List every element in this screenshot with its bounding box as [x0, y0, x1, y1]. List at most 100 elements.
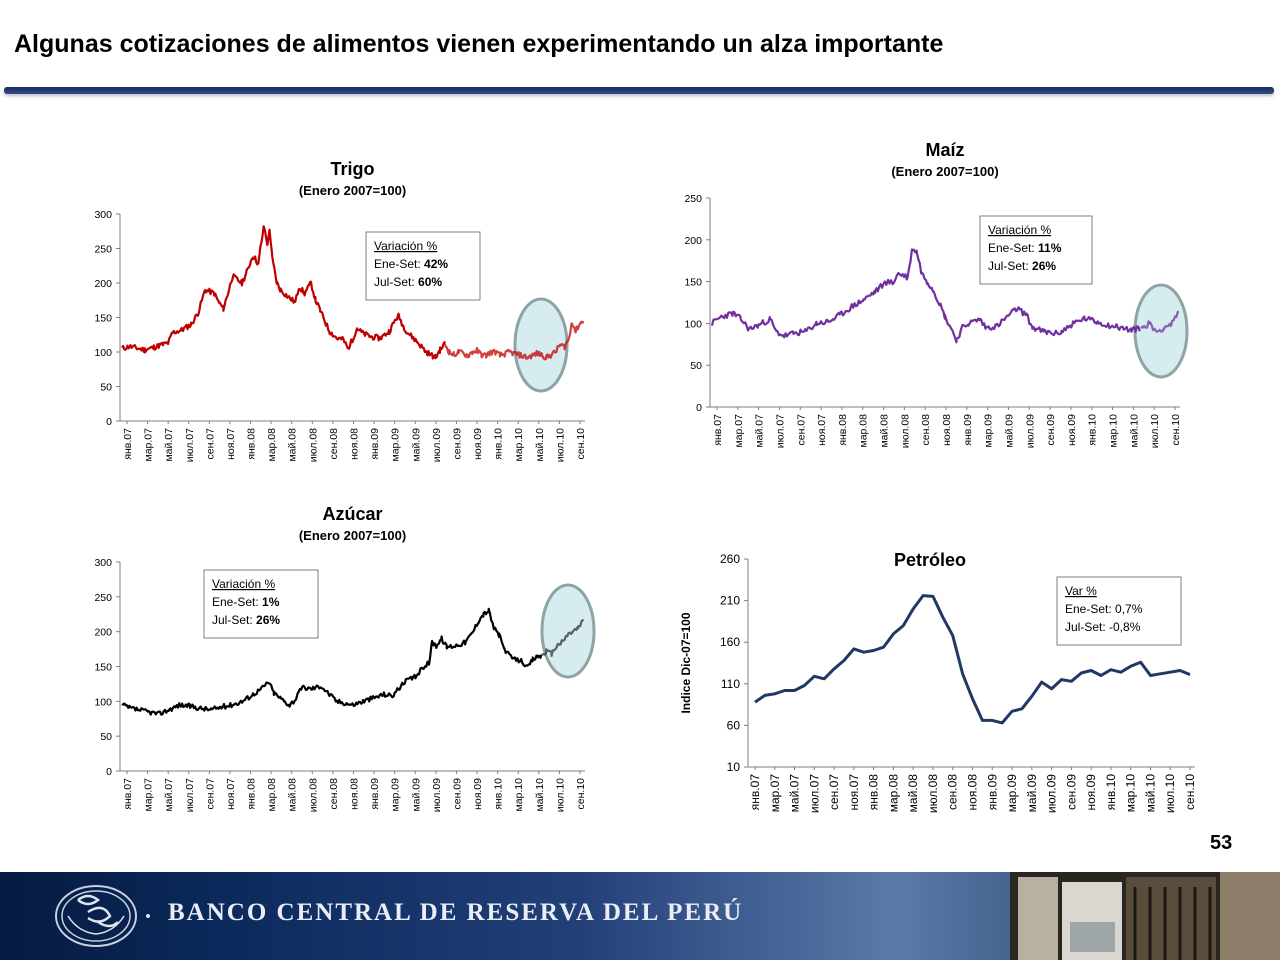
annotation-title: Variación % — [212, 577, 275, 591]
annotation-line-1: Ene-Set: 1% — [212, 595, 280, 609]
x-tick-label: май.08 — [287, 428, 299, 462]
x-tick-label: сен.09 — [451, 778, 463, 810]
y-tick-label: 300 — [94, 209, 112, 221]
x-tick-label: июл.08 — [307, 778, 319, 812]
x-tick-label: май.10 — [1143, 774, 1157, 813]
annotation-line-1: Ene-Set: 0,7% — [1065, 602, 1143, 616]
annotation-line-2: Jul-Set: 60% — [374, 275, 442, 289]
series-line-highlight — [443, 320, 585, 361]
x-tick-label: мар.08 — [266, 428, 278, 462]
y-axis-title: Indice Dic-07=100 — [679, 612, 693, 713]
x-tick-label: май.09 — [1003, 414, 1015, 448]
x-tick-label: июл.08 — [307, 428, 319, 462]
y-tick-label: 250 — [94, 244, 112, 256]
x-tick-label: янв.08 — [246, 428, 258, 460]
x-tick-label: ноя.07 — [225, 778, 237, 810]
x-tick-label: янв.07 — [122, 428, 134, 460]
x-tick-label: янв.09 — [369, 778, 381, 810]
x-tick-label: сен.08 — [946, 774, 960, 810]
series-line — [710, 248, 1141, 344]
annotation-title: Variación % — [374, 239, 437, 253]
x-tick-label: май.09 — [1025, 774, 1039, 813]
title-rule — [4, 87, 1274, 94]
series-line-highlight — [1140, 310, 1180, 333]
x-tick-label: ноя.09 — [472, 778, 484, 810]
y-tick-label: 50 — [690, 360, 702, 372]
x-tick-label: сен.08 — [920, 414, 932, 446]
series-line-highlight — [541, 619, 585, 657]
x-tick-label: ноя.09 — [472, 428, 484, 460]
page-number: 53 — [1210, 832, 1233, 854]
bcrp-seal-logo — [55, 885, 150, 947]
annotation-box — [1056, 576, 1182, 646]
x-tick-label: ноя.07 — [816, 414, 828, 446]
x-tick-label: ноя.08 — [349, 428, 361, 460]
x-tick-label: мар.07 — [768, 774, 782, 813]
x-tick-label: мар.07 — [733, 414, 745, 448]
x-tick-label: июл.10 — [554, 778, 566, 812]
y-tick-label: 200 — [94, 278, 112, 290]
x-tick-label: янв.08 — [246, 778, 258, 810]
x-tick-label: июл.10 — [1163, 774, 1177, 813]
x-tick-label: июл.08 — [899, 414, 911, 448]
x-tick-label: мар.07 — [143, 778, 155, 812]
x-tick-label: янв.09 — [985, 774, 999, 811]
x-tick-label: ноя.08 — [941, 414, 953, 446]
annotation-value-1: 0,7% — [1115, 602, 1143, 616]
chart-subtitle: (Enero 2007=100) — [891, 164, 998, 179]
x-tick-label: июл.07 — [807, 774, 821, 813]
series-line — [121, 225, 446, 360]
annotation-box — [365, 231, 481, 301]
x-tick-label: янв.08 — [867, 774, 881, 811]
x-tick-label: ноя.07 — [847, 774, 861, 811]
x-tick-label: май.09 — [410, 428, 422, 462]
x-tick-label: сен.07 — [204, 428, 216, 460]
x-tick-label: мар.08 — [266, 778, 278, 812]
y-tick-label: 200 — [94, 627, 112, 639]
x-tick-label: июл.07 — [184, 778, 196, 812]
y-tick-label: 0 — [696, 402, 702, 414]
y-tick-label: 250 — [94, 592, 112, 604]
y-tick-label: 0 — [106, 766, 112, 778]
x-tick-label: июл.09 — [431, 428, 443, 462]
chart-subtitle: (Enero 2007=100) — [299, 183, 406, 198]
x-tick-label: ноя.09 — [1084, 774, 1098, 811]
footer-text: BANCO CENTRAL DE RESERVA DEL PERÚ — [168, 899, 744, 926]
annotation-value-1: 11% — [1038, 241, 1062, 255]
x-tick-label: ноя.09 — [1066, 414, 1078, 446]
chart-maiz: Maíz (Enero 2007=100) 0 50 100 150 200 250 янв.0… — [684, 140, 1189, 448]
annotation-line-2: Jul-Set: 26% — [988, 259, 1056, 273]
x-tick-label: янв.10 — [493, 428, 505, 460]
x-tick-label: май.09 — [410, 778, 422, 812]
y-tick-label: 50 — [100, 731, 112, 743]
chart-title: Maíz — [925, 140, 964, 160]
x-tick-label: май.08 — [906, 774, 920, 813]
x-tick-label: мар.07 — [143, 428, 155, 462]
x-tick-label: май.10 — [534, 428, 546, 462]
x-tick-label: сен.07 — [204, 778, 216, 810]
chart-title: Azúcar — [322, 504, 382, 524]
x-tick-label: мар.09 — [390, 428, 402, 462]
annotation-line-2: Jul-Set: 26% — [212, 613, 280, 627]
y-tick-label: 250 — [684, 193, 702, 205]
x-tick-label: мар.09 — [1005, 774, 1019, 813]
y-tick-label: 150 — [94, 313, 112, 325]
x-tick-label: июл.10 — [1149, 414, 1161, 448]
x-tick-label: ноя.07 — [225, 428, 237, 460]
x-tick-label: сен.10 — [575, 428, 587, 460]
x-tick-label: май.07 — [754, 414, 766, 448]
annotation-value-2: -0,8% — [1109, 620, 1141, 634]
highlight-ellipse — [513, 297, 569, 393]
annotation-value-2: 26% — [256, 613, 280, 627]
x-tick-label: сен.07 — [795, 414, 807, 446]
x-tick-label: май.08 — [287, 778, 299, 812]
y-tick-label: 100 — [94, 696, 112, 708]
x-tick-label: июл.09 — [1045, 774, 1059, 813]
x-tick-label: сен.07 — [827, 774, 841, 810]
x-tick-label: сен.08 — [328, 428, 340, 460]
y-tick-label: 110 — [721, 677, 740, 691]
annotation-box — [979, 215, 1093, 285]
y-tick-label: 300 — [94, 557, 112, 569]
annotation-title: Var % — [1065, 584, 1097, 598]
y-tick-label: 60 — [727, 718, 741, 732]
